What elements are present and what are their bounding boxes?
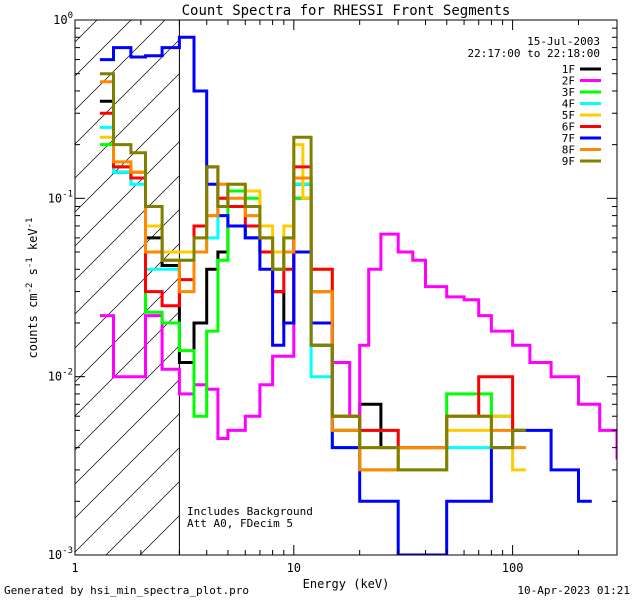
legend-label-5F: 5F (562, 109, 575, 122)
hatch-line (75, 141, 180, 247)
hatched-region (75, 0, 180, 555)
hatch-line (75, 277, 180, 383)
y-tick-label: 10-3 (48, 546, 73, 562)
x-tick-label: 10 (287, 561, 301, 575)
legend-label-1F: 1F (562, 63, 575, 76)
hatch-line (75, 73, 180, 179)
legend-label-3F: 3F (562, 86, 575, 99)
y-tick-labels: 10-3 10-2 10-1 100 (48, 11, 73, 562)
time-range-label: 22:17:00 to 22:18:00 (468, 47, 600, 60)
x-tick-label: 1 (71, 561, 78, 575)
attenuator-note: Att A0, FDecim 5 (187, 517, 293, 530)
hatch-line (75, 20, 98, 43)
series-line-4F (99, 125, 526, 472)
legend-label-4F: 4F (562, 98, 575, 111)
hatch-line (75, 209, 180, 315)
hatch-line (75, 175, 180, 281)
y-tick-label: 10-2 (48, 368, 73, 384)
legend-label-6F: 6F (562, 121, 575, 134)
legend-label-7F: 7F (562, 132, 575, 145)
hatch-line (75, 39, 180, 145)
y-axis-label: counts cm-2 s-1 keV-1 (25, 218, 40, 359)
series-line-6F (99, 111, 526, 450)
hatch-line (75, 345, 180, 451)
footer-generator: Generated by hsi_min_spectra_plot.pro (4, 584, 250, 597)
footer-timestamp: 10-Apr-2023 01:21 (517, 584, 630, 597)
series-line-8F (99, 80, 526, 472)
y-tick-label: 100 (53, 11, 73, 27)
series-line-9F (99, 72, 526, 472)
series-line-7F (99, 35, 592, 555)
legend-label-9F: 9F (562, 155, 575, 168)
background-note: Includes Background (187, 505, 313, 518)
x-tick-label: 100 (502, 561, 524, 575)
x-axis-label: Energy (keV) (303, 577, 390, 591)
y-tick-label: 10-1 (48, 189, 73, 205)
series-layer (99, 35, 617, 555)
hatch-line (105, 481, 180, 555)
date-label: 15-Jul-2003 (527, 35, 600, 48)
hatch-line (75, 413, 180, 519)
hatch-line (75, 0, 179, 8)
hatch-line (75, 311, 180, 417)
chart-title: Count Spectra for RHESSI Front Segments (182, 3, 511, 19)
legend-label-8F: 8F (562, 144, 575, 157)
series-line-5F (99, 135, 526, 472)
hatch-line (75, 447, 180, 553)
legend-label-2F: 2F (562, 75, 575, 88)
hatch-line (75, 20, 132, 77)
plot-frame (74, 19, 618, 556)
hatch-line (139, 515, 180, 555)
hatch-line (75, 107, 180, 213)
series-line-3F (99, 143, 526, 472)
x-tick-labels: 1 10 100 (71, 561, 523, 575)
axis-ticks (74, 19, 618, 556)
hatch-line (75, 379, 180, 485)
hatch-line (75, 20, 166, 111)
